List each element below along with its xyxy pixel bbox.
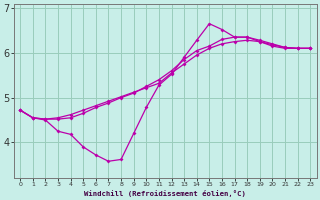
X-axis label: Windchill (Refroidissement éolien,°C): Windchill (Refroidissement éolien,°C) xyxy=(84,190,246,197)
